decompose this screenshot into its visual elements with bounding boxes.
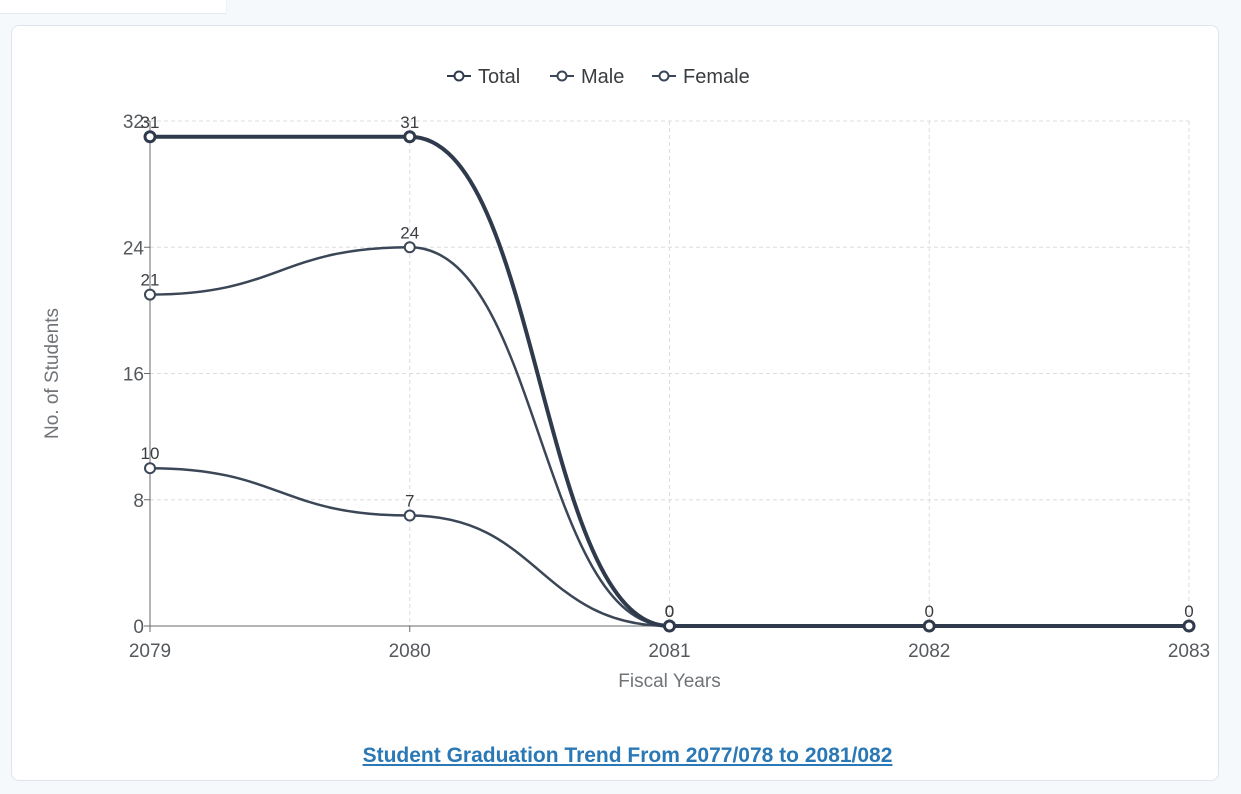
- data-point-total[interactable]: [143, 130, 157, 144]
- y-tick-label: 8: [133, 491, 144, 512]
- data-point-female[interactable]: [144, 462, 156, 475]
- data-point-male[interactable]: [144, 288, 156, 301]
- x-tick-label: 2082: [908, 641, 950, 662]
- data-label: 7: [405, 492, 414, 511]
- series-line-total: [148, 134, 1191, 629]
- data-label: 21: [141, 271, 160, 290]
- legend-label: Female: [683, 66, 750, 88]
- x-tick-label: 2081: [648, 641, 690, 662]
- data-label: 0: [925, 602, 934, 621]
- line-chart: 0 8 16 24 32 2079 2080 2081 2082 2083 No. of Stu…: [42, 66, 1210, 692]
- data-label: 0: [1184, 602, 1193, 621]
- data-label: 10: [141, 444, 160, 463]
- legend-item-male[interactable]: Male: [550, 66, 624, 88]
- data-label: 0: [665, 602, 674, 621]
- data-point-female[interactable]: [403, 509, 416, 522]
- y-tick-labels: 0 8 16 24 32: [123, 112, 145, 638]
- x-tick-label: 2083: [1168, 641, 1210, 662]
- x-tick-label: 2080: [389, 641, 431, 662]
- y-tick-label: 0: [133, 617, 144, 638]
- data-point-male[interactable]: [403, 241, 416, 254]
- y-tick-label: 24: [123, 238, 145, 259]
- data-label: 0: [665, 602, 674, 621]
- legend-item-female[interactable]: Female: [652, 66, 750, 88]
- data-label: 31: [141, 113, 160, 132]
- x-tick-labels: 2079 2080 2081 2082 2083: [129, 641, 1210, 662]
- data-label: 0: [665, 602, 674, 621]
- data-label: 24: [400, 223, 419, 242]
- data-point-total[interactable]: [403, 130, 417, 144]
- data-point-total[interactable]: [663, 619, 676, 633]
- legend-marker-icon: [556, 70, 568, 82]
- y-tick-label: 16: [123, 365, 144, 386]
- y-tick-label: 32: [123, 112, 144, 133]
- grid-lines: [150, 120, 1190, 626]
- data-point-total[interactable]: [1182, 619, 1196, 633]
- data-point-total[interactable]: [922, 619, 936, 633]
- top-tab-strip: [0, 0, 227, 14]
- axes: [144, 120, 1190, 632]
- legend[interactable]: Total Male Female: [447, 66, 750, 88]
- series-line-male: [148, 245, 671, 628]
- chart-caption-link[interactable]: Student Graduation Trend From 2077/078 t…: [362, 744, 893, 767]
- legend-label: Male: [581, 66, 624, 88]
- y-axis-title: No. of Students: [42, 308, 63, 439]
- x-axis-title: Fiscal Years: [618, 671, 720, 692]
- legend-marker-icon: [453, 70, 465, 82]
- data-label: 31: [400, 113, 419, 132]
- legend-label: Total: [478, 66, 520, 88]
- legend-item-total[interactable]: Total: [447, 66, 520, 88]
- legend-marker-icon: [658, 70, 670, 82]
- x-tick-label: 2079: [129, 641, 171, 662]
- series-points[interactable]: [143, 130, 1196, 633]
- chart-card: 0 8 16 24 32 2079 2080 2081 2082 2083 No. of Stu…: [11, 25, 1219, 781]
